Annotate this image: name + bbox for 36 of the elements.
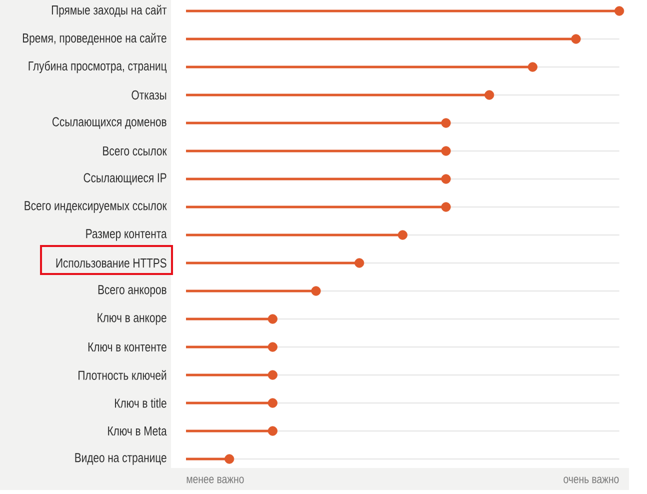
y-tick-label: Ключ в Meta (108, 426, 167, 436)
y-tick-label: Прямые заходы на сайт (52, 4, 167, 18)
y-tick-label: Глубина просмотра, страниц (28, 60, 167, 74)
y-tick-label: Использование HTTPS (56, 258, 166, 268)
text: очень важно (564, 476, 619, 484)
y-tick-label: Всего анкоров (98, 285, 166, 297)
y-tick-label: Время, проведенное на сайте (22, 32, 166, 46)
y-tick-label: Всего индексируемых ссылок (24, 201, 167, 213)
y-tick-label: Всего ссылок (103, 146, 167, 156)
y-tick-label: Видео на странице (75, 453, 166, 465)
point (528, 62, 538, 72)
point (268, 370, 278, 380)
y-tick-label: Размер контента (86, 229, 167, 241)
point (268, 426, 278, 436)
y-tick-label: Ключ в title (115, 398, 166, 408)
point (441, 118, 451, 128)
y-tick-label: Ссылающиеся IP (84, 173, 166, 185)
point (311, 286, 321, 296)
point (354, 258, 364, 268)
point (484, 90, 494, 100)
y-tick-label: Ссылающихся доменов (52, 117, 166, 129)
point (268, 342, 278, 352)
point (398, 230, 408, 240)
point (441, 174, 451, 184)
point (614, 6, 624, 16)
text: менее важно (186, 476, 244, 484)
point (268, 314, 278, 324)
y-tick-label: Ключ в анкоре (98, 313, 166, 325)
point (441, 202, 451, 212)
y-tick-label: Отказы (132, 90, 166, 100)
point (224, 454, 234, 464)
point (571, 34, 581, 44)
point (441, 146, 451, 156)
point (268, 398, 278, 408)
y-tick-label: Ключ в контенте (88, 342, 166, 352)
y-tick-label: Плотность ключей (78, 370, 166, 380)
